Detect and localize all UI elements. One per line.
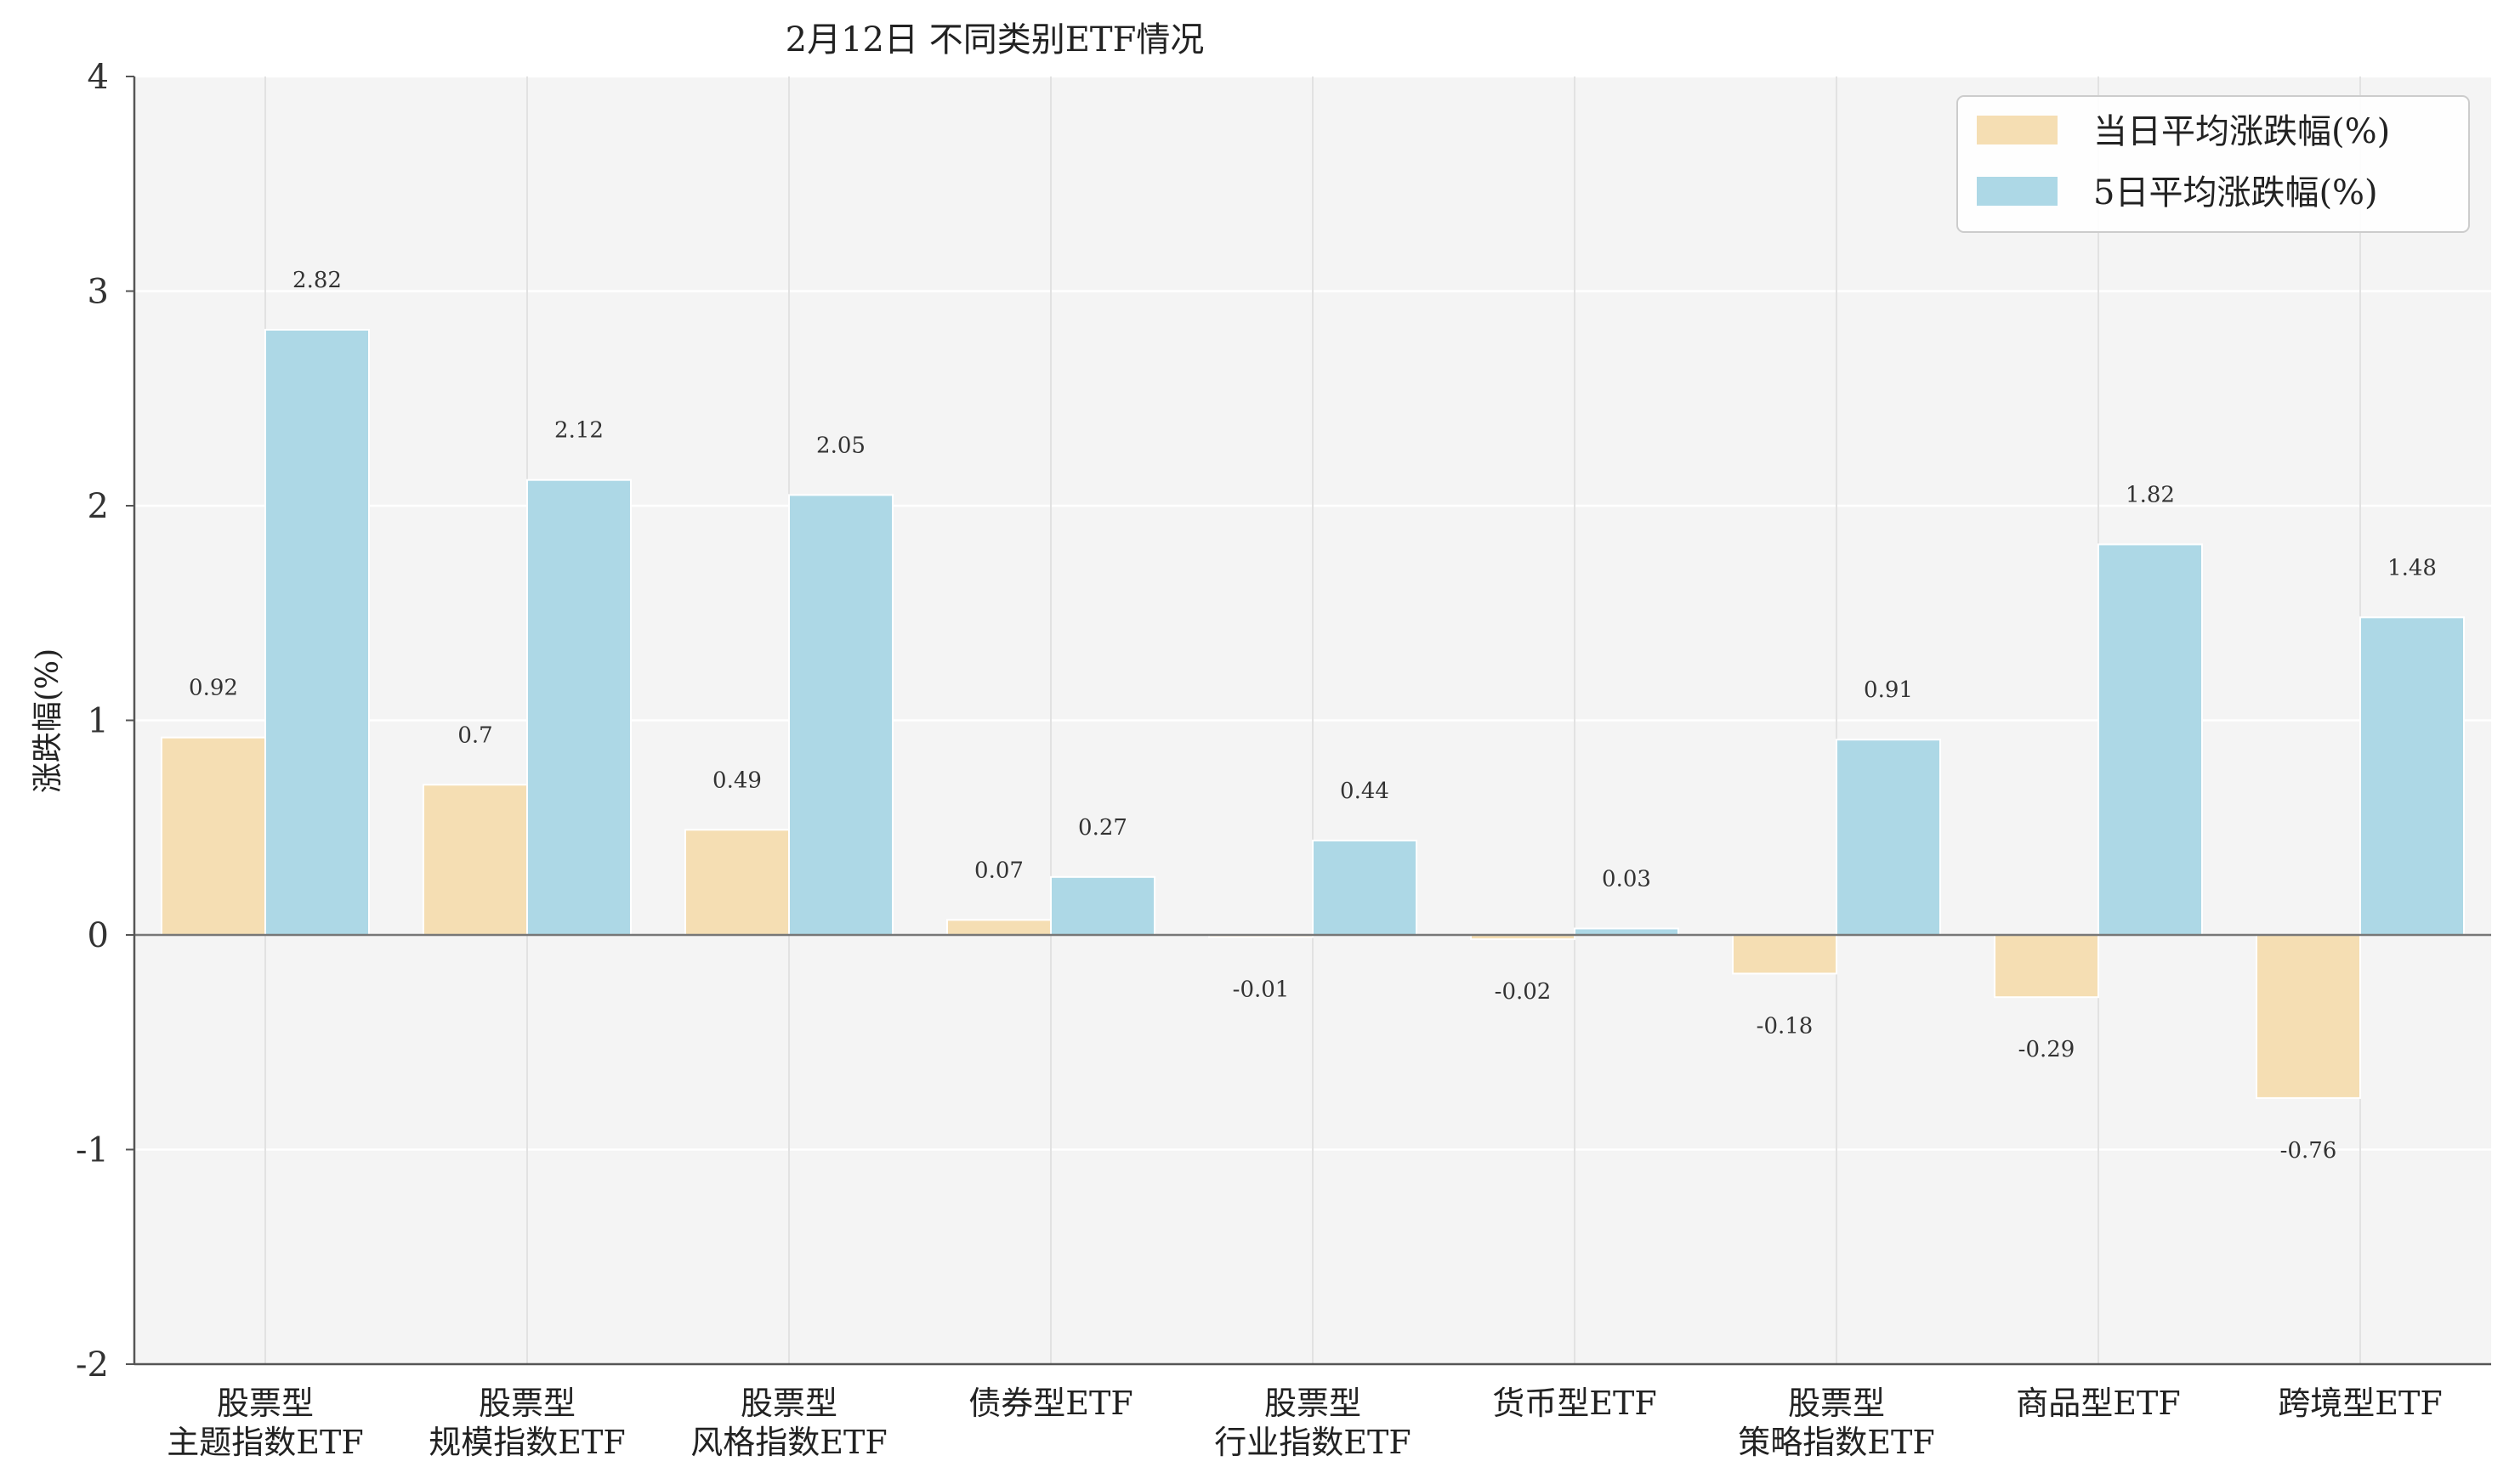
x-tick-label-7: 商品型ETF (2016, 1385, 2180, 1422)
x-tick-label-6: 股票型策略指数ETF (1738, 1385, 1934, 1461)
bar-s1-4 (1312, 839, 1417, 937)
bar-s0-8 (2256, 934, 2361, 1099)
data-label-s1-4: 0.44 (1340, 779, 1389, 804)
data-label-s1-2: 2.05 (816, 433, 866, 458)
x-tick-label-line: 商品型ETF (2016, 1385, 2180, 1422)
x-tick-label-line: 主题指数ETF (167, 1424, 363, 1461)
data-label-s0-4: -0.01 (1233, 977, 1290, 1003)
bar-s0-2 (684, 829, 790, 937)
bar-s1-1 (526, 479, 632, 936)
data-label-s1-6: 0.91 (1864, 677, 1913, 703)
x-tick-label-4: 股票型行业指数ETF (1214, 1385, 1411, 1461)
bar-s1-3 (1050, 875, 1155, 936)
y-axis-label: 涨跌幅(%) (31, 649, 65, 793)
x-tick-label-2: 股票型风格指数ETF (690, 1385, 887, 1461)
x-tick-label-line: 股票型 (217, 1385, 314, 1422)
bar-s0-0 (161, 736, 266, 937)
bars (161, 328, 2465, 1099)
y-tick-label-2: 0 (88, 916, 109, 955)
data-label-s0-2: 0.49 (712, 767, 762, 793)
legend-box (1956, 95, 2470, 233)
chart-title: 2月12日 不同类别ETF情况 (786, 20, 1205, 59)
bar-s1-8 (2359, 616, 2465, 936)
y-tick-label-1: -1 (76, 1131, 109, 1170)
x-tick-label-line: 股票型 (741, 1385, 837, 1422)
data-label-s1-5: 0.03 (1602, 866, 1651, 892)
data-labels: 0.92 0.7 0.49 0.07 -0.01 -0.02 -0.18 -0.29 -0.76… (189, 268, 2437, 1164)
legend-swatch-daily (1977, 116, 2058, 144)
y-tick-label-3: 1 (88, 702, 109, 741)
bar-s0-6 (1732, 934, 1837, 975)
legend: 当日平均涨跌幅(%) 5日平均涨跌幅(%) (1956, 95, 2470, 233)
x-tick-label-line: 跨境型ETF (2278, 1385, 2442, 1422)
y-tick-label-6: 4 (88, 58, 109, 97)
x-tick-label-line: 股票型 (479, 1385, 576, 1422)
y-tick-labels: -2 -1 0 1 2 3 4 (76, 58, 134, 1385)
x-tick-label-line: 策略指数ETF (1738, 1424, 1934, 1461)
data-label-s1-0: 2.82 (292, 268, 342, 293)
data-label-s1-1: 2.12 (554, 418, 604, 444)
bar-s0-7 (1994, 934, 2099, 999)
data-label-s0-6: -0.18 (1757, 1013, 1814, 1039)
bar-s1-0 (264, 328, 370, 936)
bar-s0-1 (423, 784, 528, 936)
legend-label-daily: 当日平均涨跌幅(%) (2093, 112, 2390, 151)
x-tick-label-line: 股票型 (1788, 1385, 1885, 1422)
y-tick-label-5: 3 (88, 273, 109, 312)
x-tick-label-8: 跨境型ETF (2278, 1385, 2442, 1422)
bar-s0-3 (946, 919, 1052, 936)
x-tick-label-line: 货币型ETF (1492, 1385, 1656, 1422)
bar-s1-2 (788, 494, 894, 936)
data-label-s0-3: 0.07 (974, 858, 1024, 883)
x-tick-label-1: 股票型规模指数ETF (429, 1385, 625, 1461)
data-label-s0-0: 0.92 (189, 676, 238, 701)
x-tick-label-5: 货币型ETF (1492, 1385, 1656, 1422)
x-tick-label-line: 规模指数ETF (429, 1424, 625, 1461)
y-tick-label-4: 2 (88, 487, 109, 526)
bar-s1-6 (1836, 739, 1941, 936)
bar-s1-7 (2097, 543, 2203, 936)
legend-label-5day: 5日平均涨跌幅(%) (2093, 173, 2378, 212)
x-tick-label-line: 股票型 (1264, 1385, 1361, 1422)
data-label-s0-5: -0.02 (1495, 979, 1552, 1005)
x-tick-label-line: 风格指数ETF (690, 1424, 887, 1461)
x-tick-label-line: 债券型ETF (968, 1385, 1132, 1422)
data-label-s0-7: -0.29 (2018, 1037, 2075, 1062)
data-label-s0-8: -0.76 (2280, 1138, 2337, 1164)
legend-swatch-5day (1977, 177, 2058, 206)
data-label-s0-1: 0.7 (457, 722, 492, 748)
data-label-s1-3: 0.27 (1078, 815, 1127, 841)
y-tick-label-0: -2 (76, 1345, 109, 1385)
x-tick-label-3: 债券型ETF (968, 1385, 1132, 1422)
data-label-s1-7: 1.82 (2126, 482, 2175, 507)
x-tick-label-line: 行业指数ETF (1214, 1424, 1411, 1461)
x-tick-label-0: 股票型主题指数ETF (167, 1385, 363, 1461)
data-label-s1-8: 1.48 (2387, 555, 2437, 581)
